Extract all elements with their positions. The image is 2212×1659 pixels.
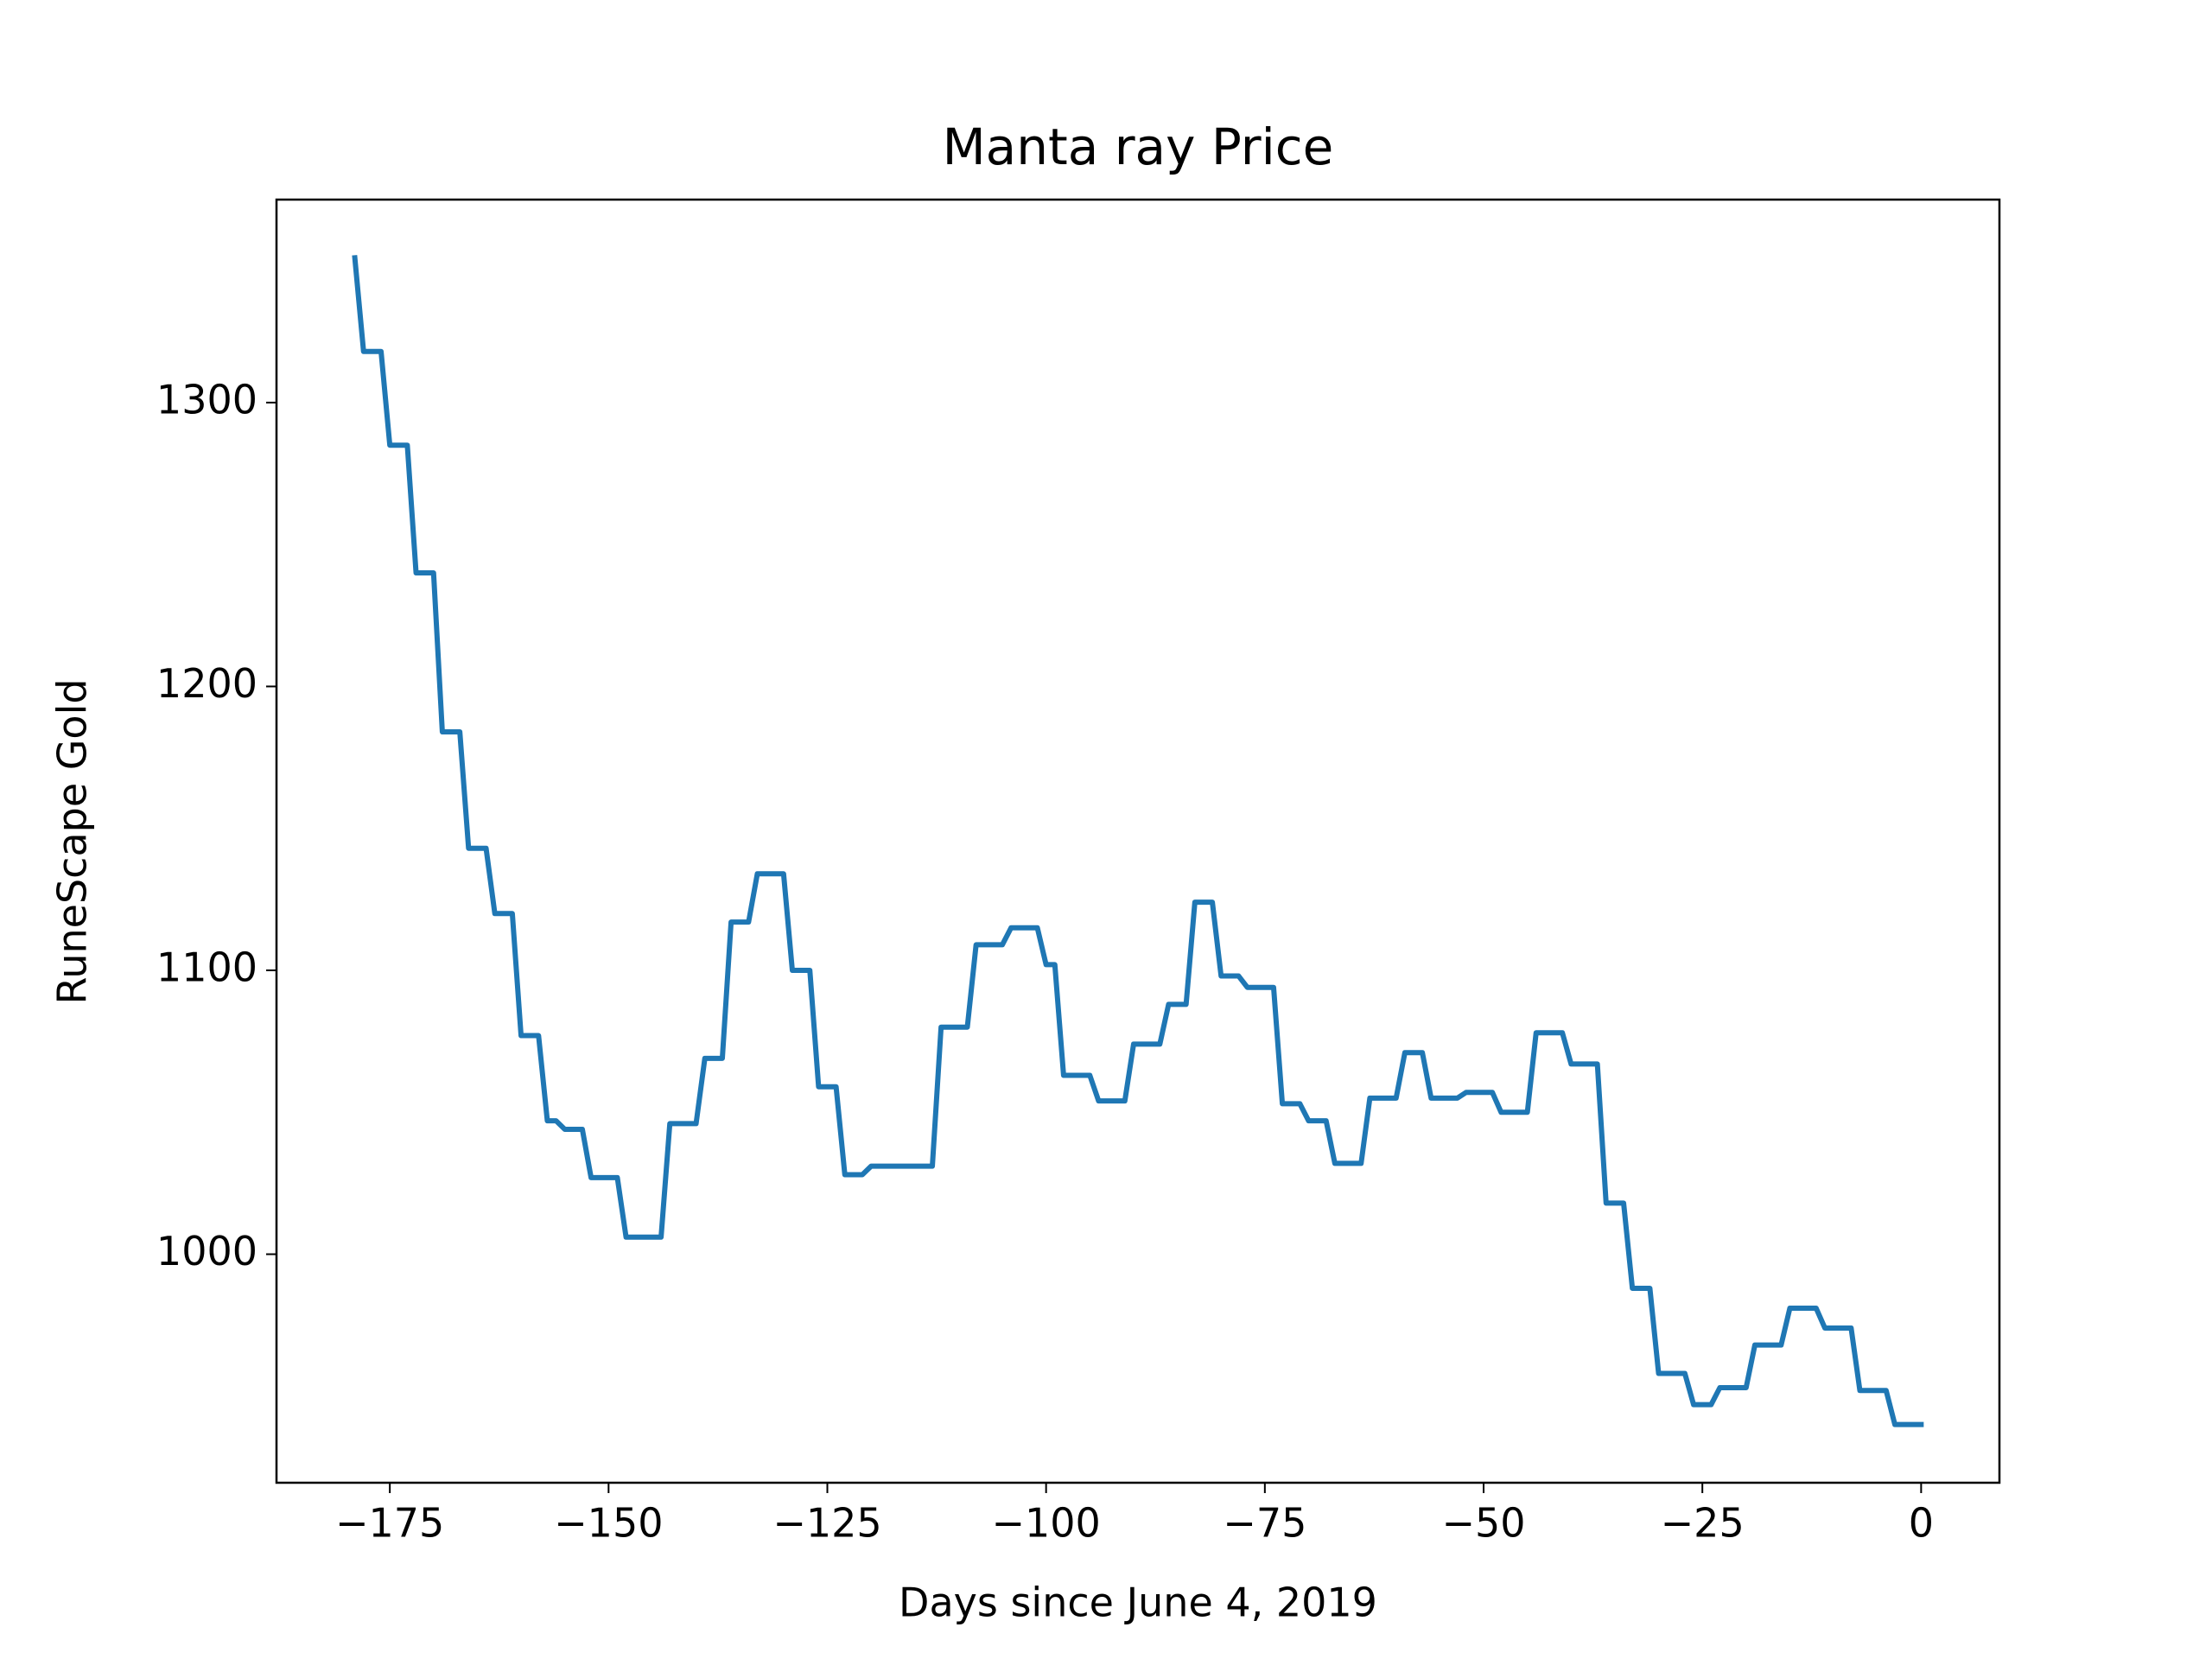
- data-line: [352, 255, 1924, 1427]
- y-tick-label: 1300: [156, 376, 257, 423]
- y-tick-label: 1000: [156, 1228, 257, 1274]
- x-tick-label: −25: [1661, 1500, 1745, 1547]
- x-tick-label: −125: [772, 1500, 881, 1547]
- x-tick-label: −75: [1223, 1500, 1306, 1547]
- x-tick-label: 0: [1909, 1500, 1934, 1547]
- y-tick-label: 1200: [156, 660, 257, 707]
- x-tick-label: −100: [991, 1500, 1100, 1547]
- x-tick-label: −175: [335, 1500, 444, 1547]
- chart-title: Manta ray Price: [943, 118, 1334, 176]
- x-tick-label: −50: [1441, 1500, 1525, 1547]
- plot-frame: [275, 198, 2001, 1484]
- x-axis-label: Days since June 4, 2019: [899, 1580, 1377, 1626]
- x-tick-label: −150: [554, 1500, 663, 1547]
- y-tick-label: 1100: [156, 944, 257, 990]
- y-axis-label: RuneScape Gold: [49, 678, 96, 1004]
